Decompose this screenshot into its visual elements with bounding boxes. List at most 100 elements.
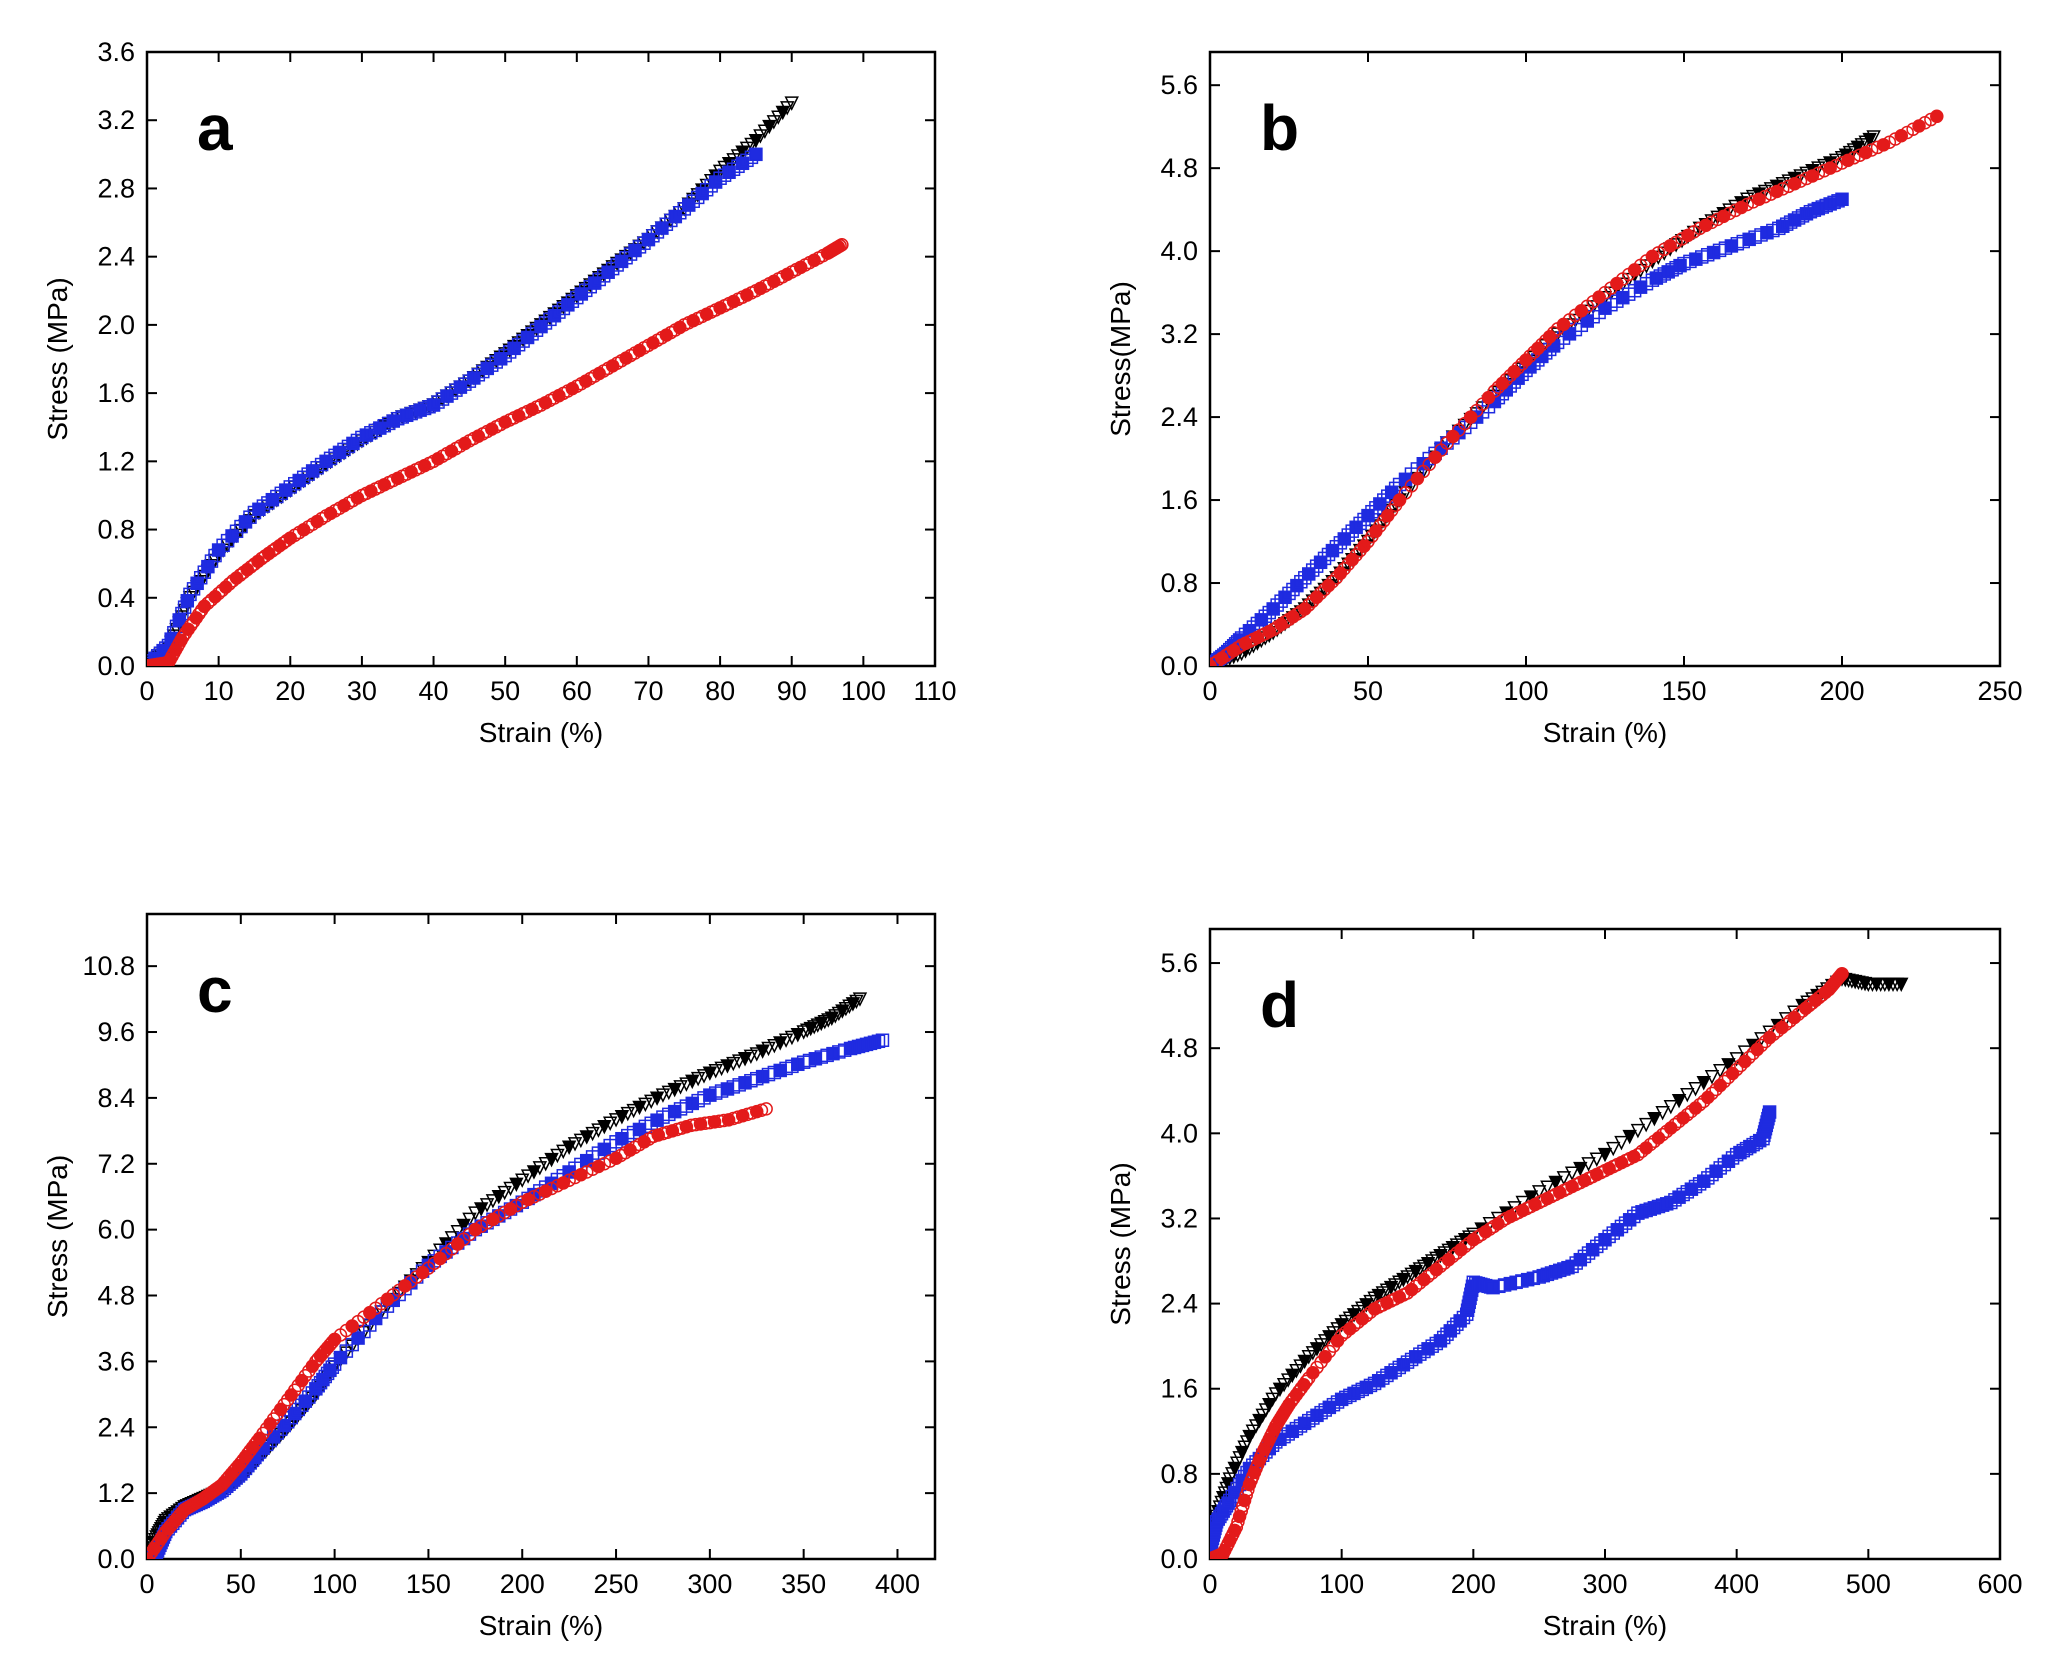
- data-point: [238, 515, 253, 529]
- y-tick-label: 4.8: [1160, 1033, 1198, 1063]
- y-axis-title: Stress(MPa): [1105, 281, 1136, 437]
- data-point: [1647, 1111, 1662, 1127]
- data-point: [835, 1004, 850, 1019]
- data-point: [852, 992, 868, 1007]
- data-point: [749, 1047, 764, 1062]
- data-point: [225, 529, 239, 543]
- data-point: [1894, 977, 1909, 993]
- data-point: [1313, 586, 1328, 601]
- data-point: [298, 1394, 313, 1408]
- data-point: [1487, 384, 1502, 398]
- data-point: [1446, 1249, 1460, 1264]
- data-point: [608, 1113, 624, 1128]
- plot-frame: [145, 912, 937, 1561]
- data-point: [743, 1049, 759, 1065]
- data-point: [602, 1116, 618, 1131]
- x-tick-label: 300: [687, 1569, 732, 1599]
- data-point: [679, 1077, 694, 1092]
- data-point: [646, 229, 660, 243]
- data-point: [1729, 1062, 1744, 1077]
- data-point: [1337, 532, 1352, 546]
- x-tick-label: 200: [1819, 676, 1864, 706]
- series-triangle-down: [1210, 130, 1881, 666]
- y-tick-label: 1.2: [97, 446, 135, 476]
- x-tick-label: 600: [1977, 1569, 2022, 1599]
- data-point: [1776, 182, 1790, 196]
- series-circle: [147, 237, 849, 666]
- data-point: [479, 1198, 495, 1213]
- panel-label: b: [1260, 92, 1299, 164]
- data-point: [619, 250, 633, 265]
- data-point: [1373, 497, 1387, 511]
- data-point: [641, 232, 656, 247]
- data-point: [485, 1194, 501, 1209]
- data-point: [1266, 602, 1280, 616]
- data-point: [784, 1030, 800, 1046]
- data-point: [1433, 1259, 1448, 1274]
- data-point: [585, 1126, 600, 1142]
- data-point: [468, 1206, 483, 1221]
- data-point: [1811, 166, 1826, 181]
- data-point: [1523, 1190, 1539, 1205]
- data-point: [1329, 539, 1344, 554]
- data-point: [767, 1038, 782, 1054]
- series-square: [147, 1033, 890, 1559]
- data-point: [1258, 609, 1273, 623]
- data-point: [726, 1056, 741, 1072]
- data-point: [659, 217, 674, 232]
- plot-frame: [1208, 50, 2002, 668]
- data-point: [1408, 1279, 1423, 1294]
- data-point: [1692, 1097, 1707, 1112]
- data-point: [1704, 1070, 1720, 1085]
- data-point: [601, 265, 615, 279]
- data-point: [659, 328, 674, 342]
- x-axis-title: Strain (%): [479, 717, 603, 748]
- data-point: [1540, 1180, 1555, 1195]
- data-point: [673, 1080, 688, 1095]
- x-tick-label: 40: [419, 676, 449, 706]
- data-point: [1779, 1017, 1793, 1031]
- data-point: [592, 366, 606, 381]
- data-point: [444, 1231, 460, 1246]
- data-point: [547, 308, 562, 323]
- y-tick-label: 0.0: [1160, 1544, 1198, 1574]
- data-point: [507, 341, 521, 356]
- x-tick-label: 0: [1202, 676, 1217, 706]
- data-point: [784, 96, 799, 111]
- x-tick-label: 60: [562, 676, 592, 706]
- data-point: [824, 1011, 840, 1026]
- data-point: [628, 243, 642, 258]
- y-tick-label: 8.4: [97, 1083, 135, 1113]
- data-point: [835, 237, 849, 252]
- data-point: [838, 1001, 854, 1017]
- series-circle: [1210, 109, 1944, 666]
- data-point: [1531, 1185, 1547, 1200]
- data-point: [714, 1061, 729, 1077]
- x-tick-label: 100: [1319, 1569, 1364, 1599]
- data-point: [1930, 109, 1944, 124]
- x-tick-label: 110: [913, 676, 956, 706]
- panel-label: c: [197, 954, 233, 1026]
- x-tick-label: 150: [406, 1569, 451, 1599]
- data-point: [1302, 567, 1316, 581]
- data-point: [1622, 1129, 1637, 1145]
- x-axis-title: Strain (%): [1543, 1610, 1667, 1641]
- data-point: [337, 498, 351, 513]
- y-tick-label: 1.6: [1160, 1374, 1198, 1404]
- series-circle: [147, 1102, 773, 1559]
- x-tick-label: 400: [1714, 1569, 1759, 1599]
- y-tick-label: 1.6: [1160, 485, 1198, 515]
- data-point: [216, 538, 230, 553]
- x-tick-label: 90: [777, 676, 807, 706]
- data-point: [690, 1071, 706, 1087]
- data-point: [579, 374, 593, 388]
- data-point: [1847, 151, 1861, 165]
- x-tick-label: 150: [1661, 676, 1706, 706]
- x-tick-label: 20: [275, 676, 305, 706]
- y-tick-label: 6.0: [97, 1215, 135, 1245]
- y-tick-label: 3.2: [1160, 1203, 1198, 1233]
- data-point: [277, 1418, 291, 1433]
- data-point: [591, 1123, 606, 1138]
- data-point: [661, 1085, 677, 1101]
- data-point: [431, 452, 445, 466]
